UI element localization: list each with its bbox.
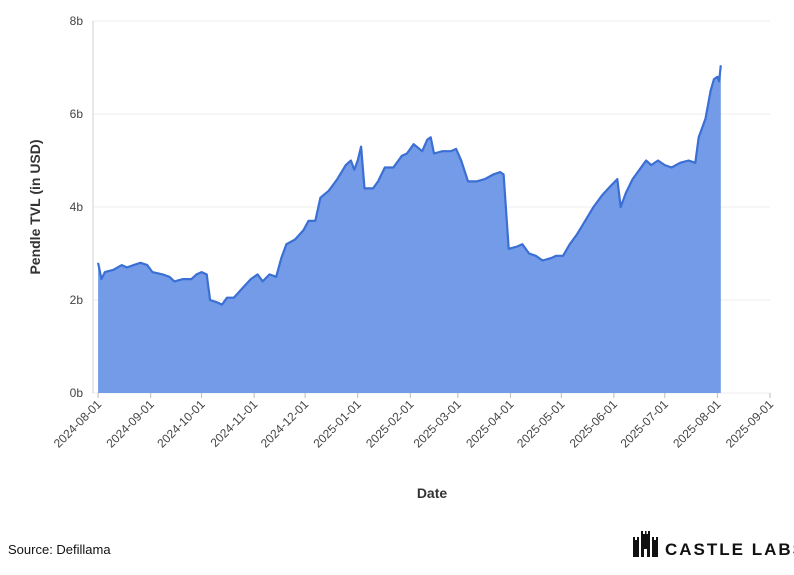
x-tick-label: 2025-06-01 xyxy=(567,397,621,451)
x-tick-label: 2024-10-01 xyxy=(154,397,208,451)
x-tick-label: 2024-09-01 xyxy=(104,397,158,451)
x-axis-label: Date xyxy=(417,485,448,501)
x-tick-label: 2025-05-01 xyxy=(514,397,568,451)
x-tick-label: 2024-11-01 xyxy=(208,397,261,450)
area-fill xyxy=(98,65,721,393)
brand-logo xyxy=(633,531,658,557)
y-tick-label: 6b xyxy=(70,107,84,121)
area-line xyxy=(97,65,722,306)
source-note: Source: Defillama xyxy=(8,542,111,557)
y-tick-label: 8b xyxy=(70,14,84,28)
x-tick-label: 2025-07-01 xyxy=(618,397,672,451)
x-tick-label: 2025-08-01 xyxy=(670,397,724,451)
x-tick-label: 2025-04-01 xyxy=(463,397,517,451)
y-tick-label: 2b xyxy=(70,293,84,307)
x-tick-label: 2024-08-01 xyxy=(51,397,105,451)
x-tick-label: 2024-12-01 xyxy=(258,397,312,451)
brand-name: CASTLE LABS xyxy=(665,540,794,559)
x-tick-label: 2025-03-01 xyxy=(411,397,465,451)
x-tick-label: 2025-09-01 xyxy=(723,397,777,451)
y-axis-label: Pendle TVL (in USD) xyxy=(27,139,43,274)
x-tick-label: 2025-02-01 xyxy=(363,397,417,451)
y-tick-label: 4b xyxy=(70,200,84,214)
y-tick-label: 0b xyxy=(70,386,84,400)
x-tick-label: 2025-01-01 xyxy=(311,397,365,451)
